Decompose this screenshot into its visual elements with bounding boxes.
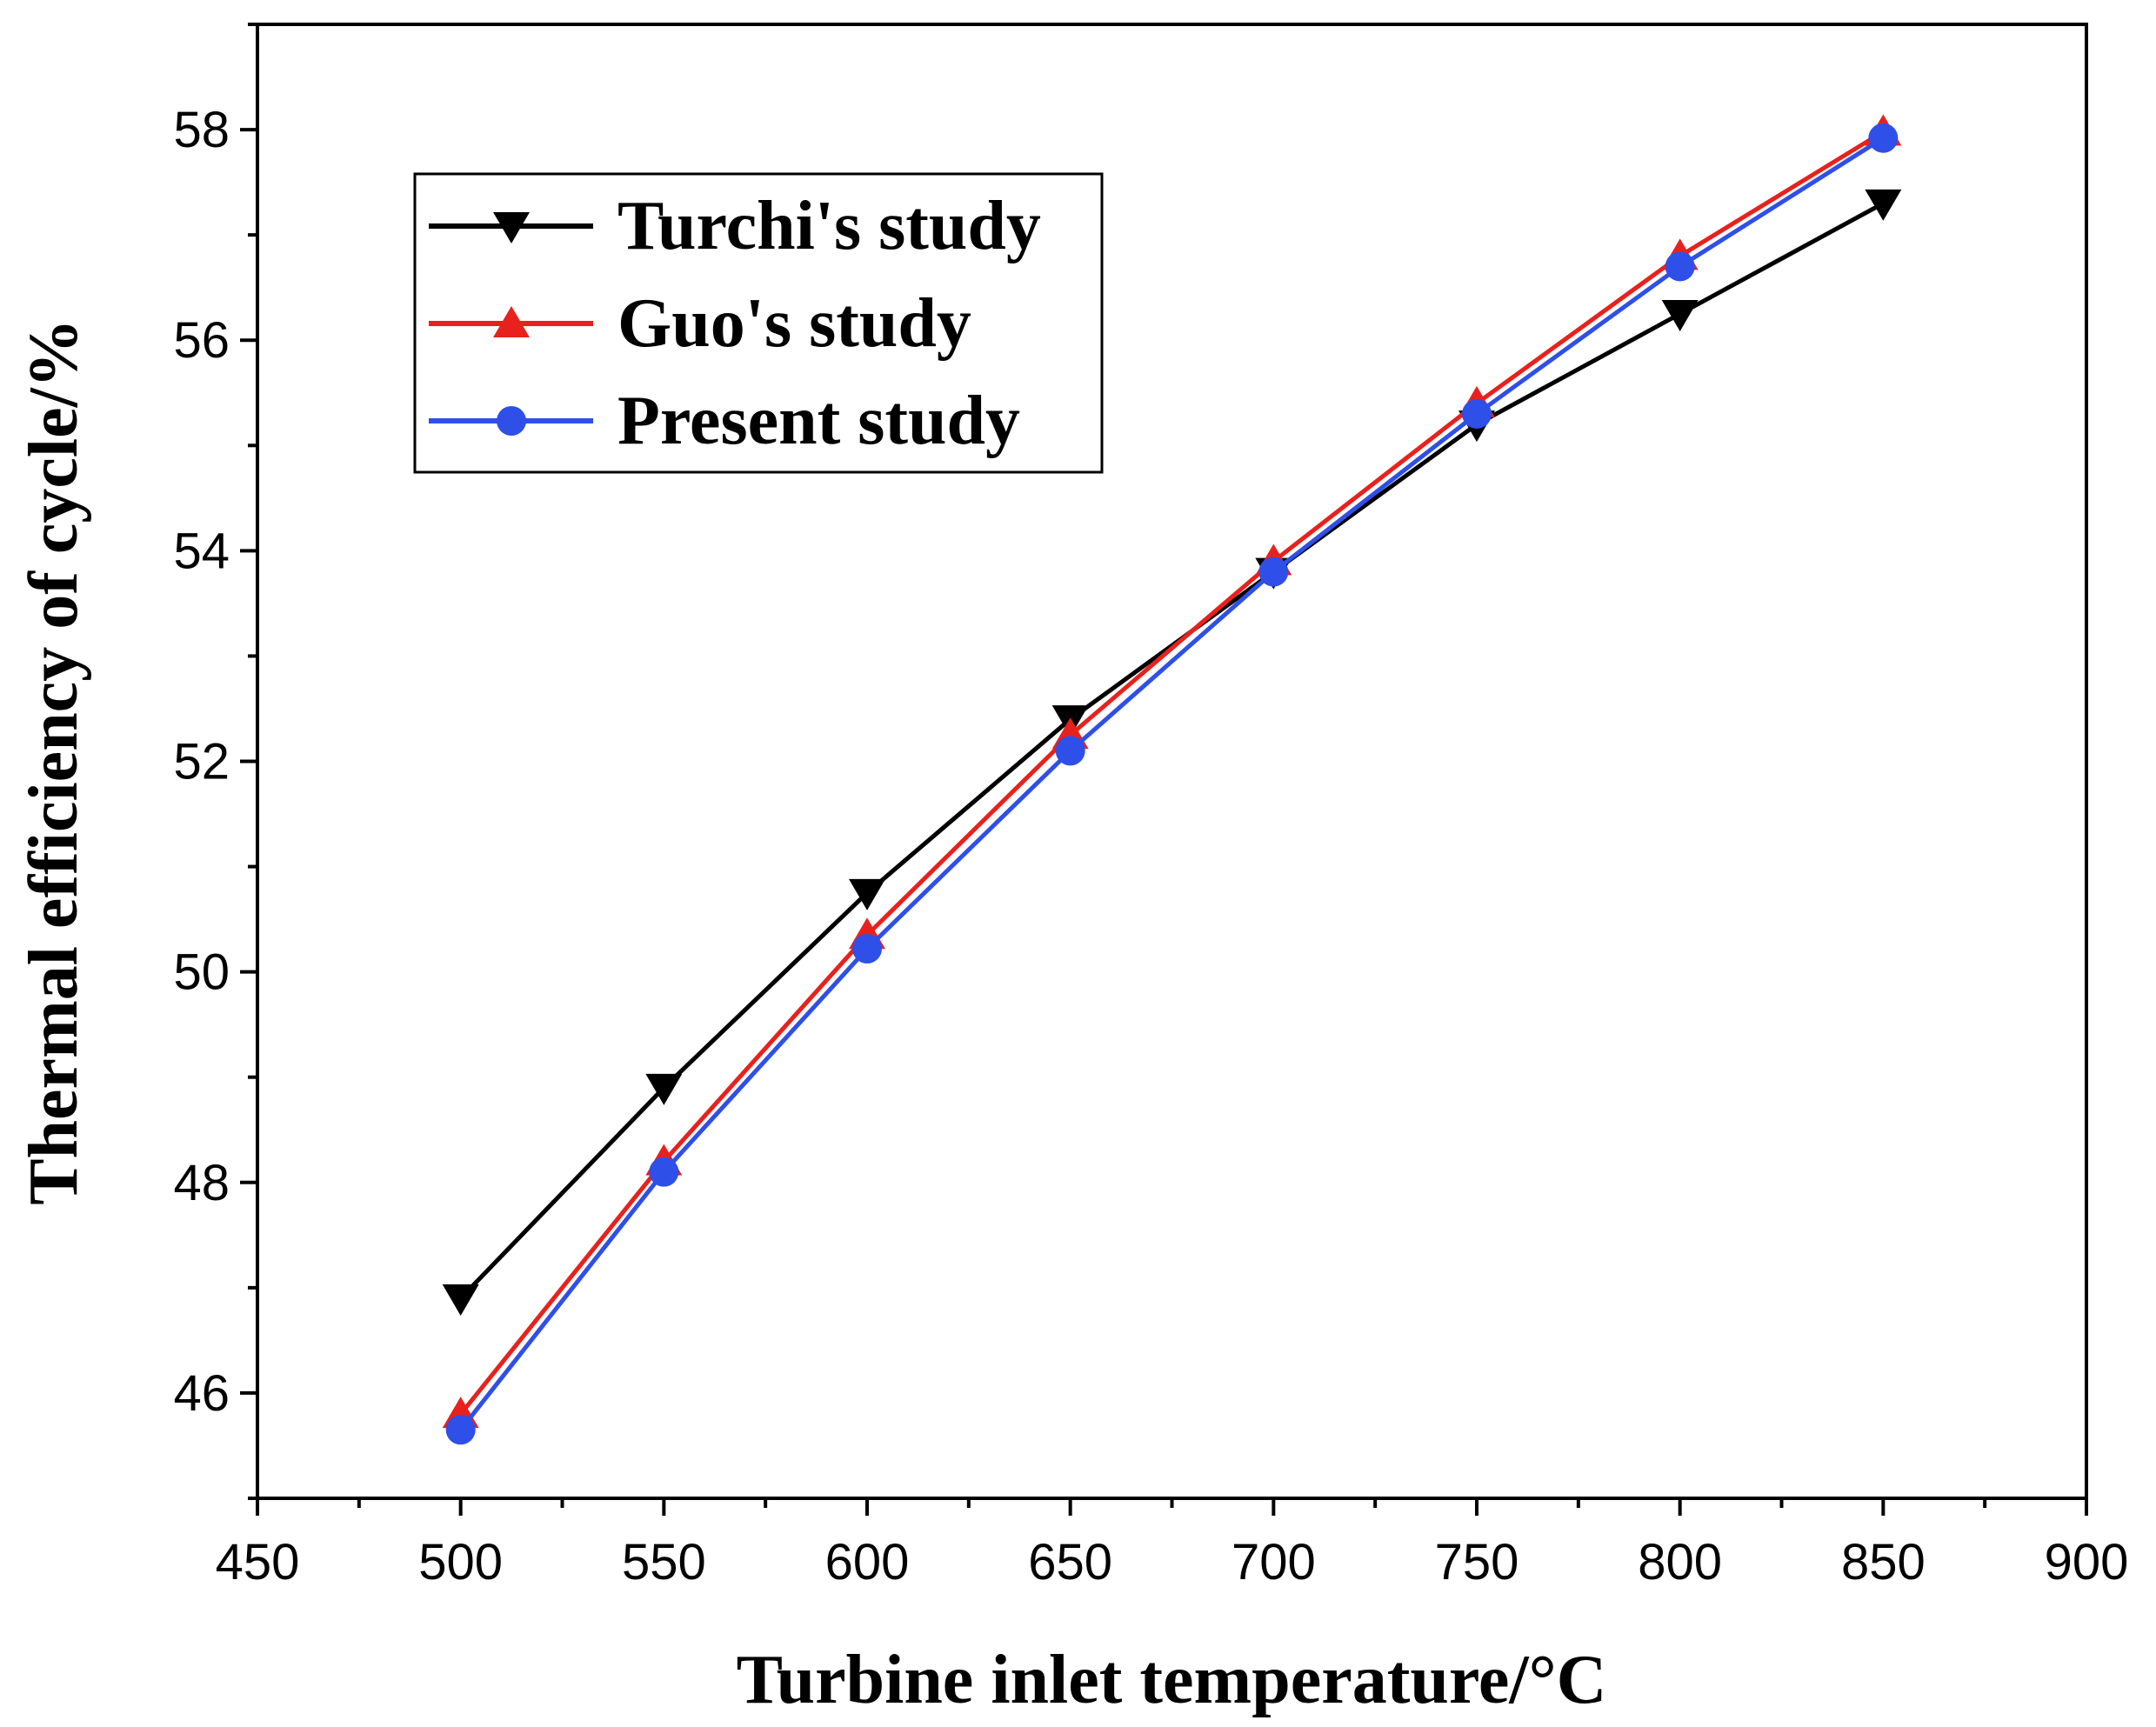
data-point [1462, 398, 1492, 429]
y-tick-label: 46 [173, 1365, 230, 1422]
x-tick-label: 550 [622, 1534, 706, 1590]
x-axis-tick-labels: 450 500 550 600 650 700 750 800 850 900 [216, 1534, 2129, 1590]
x-tick-label: 500 [418, 1534, 503, 1590]
x-tick-label: 700 [1232, 1534, 1316, 1590]
legend-marker [493, 306, 530, 337]
legend-marker [497, 406, 526, 436]
legend: Turchi's study Guo's study Present study [413, 172, 1104, 474]
legend-label: Turchi's study [617, 188, 1041, 264]
series-layer [442, 114, 1902, 1445]
data-point [1258, 557, 1289, 587]
data-point [649, 1157, 679, 1187]
x-tick-label: 450 [216, 1534, 300, 1590]
y-tick-label: 52 [173, 734, 230, 790]
x-tick-label: 650 [1028, 1534, 1112, 1590]
data-point [442, 1284, 479, 1316]
data-point [445, 1415, 476, 1445]
series-line [458, 130, 1885, 1416]
legend-items: Turchi's study Guo's study Present study [429, 188, 1041, 459]
legend-item-guo-s-study: Guo's study [429, 285, 971, 362]
y-tick-label: 50 [173, 944, 230, 1001]
y-tick-label: 48 [173, 1155, 230, 1211]
x-axis-ticks [256, 1498, 2088, 1516]
legend-item-present-study: Present study [429, 383, 1020, 459]
legend-item-turchi-s-study: Turchi's study [429, 188, 1041, 264]
y-axis-tick-labels: 46 48 50 52 54 56 58 [173, 102, 230, 1422]
x-axis-title: Turbine inlet temperature/°C [737, 1642, 1607, 1718]
series-present-study [445, 123, 1899, 1445]
y-axis-ticks [240, 23, 257, 1500]
x-tick-label: 900 [2045, 1534, 2129, 1590]
data-point [1865, 189, 1902, 221]
data-point [1868, 123, 1899, 153]
data-point [1055, 736, 1085, 766]
y-tick-label: 54 [173, 523, 230, 579]
y-axis-title: Thermal efficiency of cycle/% [16, 318, 92, 1205]
data-point [1661, 299, 1699, 331]
data-point [849, 878, 885, 910]
series-line [458, 136, 1885, 1431]
data-point [1665, 251, 1695, 282]
legend-marker [493, 212, 530, 243]
legend-label: Present study [617, 383, 1020, 459]
x-tick-label: 850 [1841, 1534, 1926, 1590]
data-point [852, 934, 882, 964]
x-tick-label: 600 [825, 1534, 910, 1590]
legend-label: Guo's study [617, 285, 971, 362]
x-tick-label: 750 [1435, 1534, 1519, 1590]
y-tick-label: 56 [173, 312, 230, 369]
x-tick-label: 800 [1638, 1534, 1722, 1590]
y-tick-label: 58 [173, 102, 230, 158]
data-point [645, 1073, 683, 1105]
